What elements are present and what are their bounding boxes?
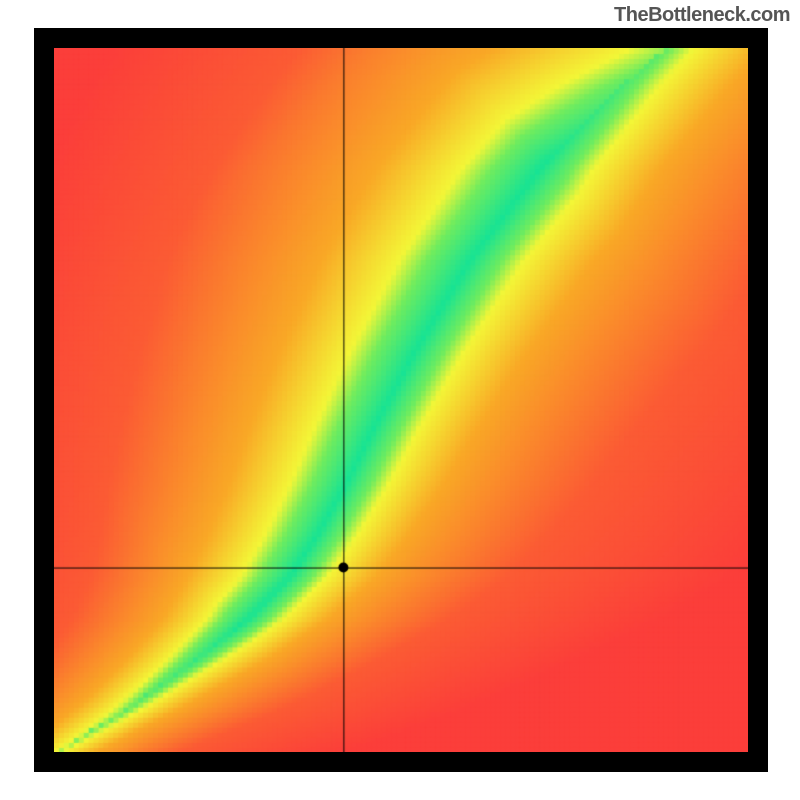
attribution-label: TheBottleneck.com xyxy=(614,4,790,27)
plot-area xyxy=(54,48,748,752)
crosshair-overlay xyxy=(54,48,748,752)
chart-container: TheBottleneck.com xyxy=(0,0,800,800)
